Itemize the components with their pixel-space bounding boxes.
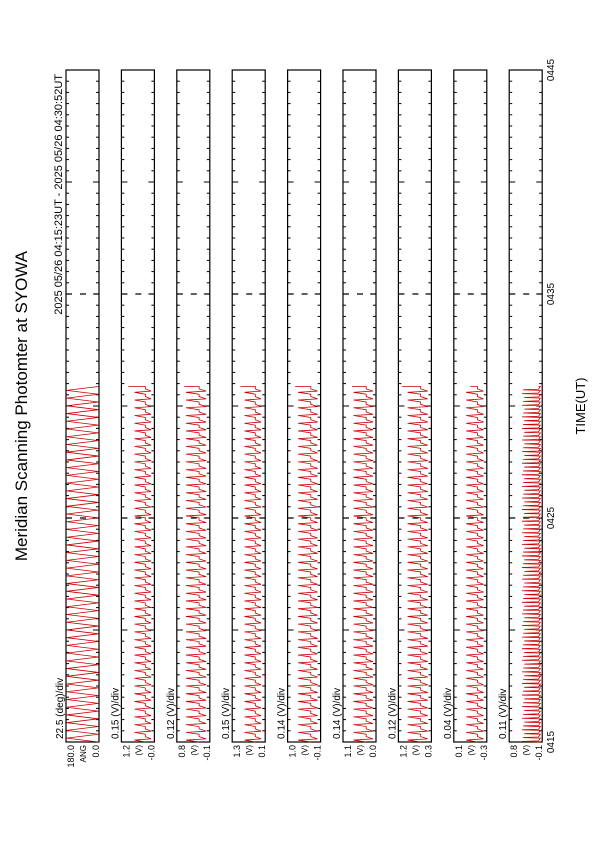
panel-scale-label: 0.12 (V)/div: [387, 688, 398, 739]
x-tick-label: 0425: [546, 506, 557, 529]
ymin-label: -0.1: [313, 745, 323, 761]
ymax-label: 1.1: [343, 745, 353, 758]
ymin-label: -0.1: [202, 745, 212, 761]
panel-trace: [128, 386, 152, 743]
ymin-label: 0.1: [257, 745, 267, 758]
channel-label: (V): [245, 745, 254, 756]
panel-trace: [352, 386, 374, 743]
x-tick-label: 0435: [546, 282, 557, 305]
channel-label: (V): [301, 745, 310, 756]
x-axis-label: TIME(UT): [573, 377, 588, 434]
panel-trace: [295, 386, 318, 743]
ymax-label: 0.1: [454, 745, 464, 758]
panel-trace: [240, 386, 262, 743]
channel-label: (V): [411, 745, 420, 756]
ymax-label: 1.2: [121, 745, 131, 758]
channel-label: (V): [134, 745, 143, 756]
ymax-label: 1.2: [398, 745, 408, 758]
channel-label: (V): [467, 745, 476, 756]
panel-trace: [522, 386, 542, 743]
panel-scale-label: 0.04 (V)/div: [443, 688, 454, 739]
panel-trace: [466, 386, 484, 743]
channel-label: ANG: [79, 745, 88, 762]
panel-trace: [402, 386, 428, 743]
ymin-label: -0.0: [146, 745, 156, 761]
x-tick-label: 0445: [546, 58, 557, 81]
panel-scale-label: 0.12 (V)/div: [166, 688, 177, 739]
panel-trace: [66, 386, 99, 743]
ymax-label: 0.8: [509, 745, 519, 758]
channel-label: (V): [522, 745, 531, 756]
time-range-label: 2025 05/26 04:15:23UT - 2025 05/26 04:30…: [53, 74, 65, 315]
ymin-label: -0.3: [479, 745, 489, 761]
ymin-label: 0.0: [368, 745, 378, 758]
ymax-label: 1.3: [232, 745, 242, 758]
panel-scale-label: 0.14 (V)/div: [332, 688, 343, 739]
ymin-label: 0.0: [91, 745, 101, 758]
panel-scale-label: 0.14 (V)/div: [277, 688, 288, 739]
x-tick-label: 0415: [546, 730, 557, 753]
ymin-label: 0.3: [423, 745, 433, 758]
channel-label: (V): [190, 745, 199, 756]
ymax-label: 180.0: [66, 745, 76, 768]
ymin-label: -0.1: [534, 745, 544, 761]
panel-scale-label: 0.11 (V)/div: [498, 689, 509, 739]
chart-title: Meridian Scanning Photomter at SYOWA: [12, 250, 31, 561]
panel-scale-label: 0.15 (V)/div: [110, 688, 121, 739]
panel-trace: [184, 386, 207, 743]
panel-scale-label: 22.5 (deg)/div: [55, 678, 66, 739]
ymax-label: 1.0: [288, 745, 298, 758]
ymax-label: 0.8: [177, 745, 187, 758]
channel-label: (V): [356, 745, 365, 756]
panel-scale-label: 0.15 (V)/div: [221, 688, 232, 739]
